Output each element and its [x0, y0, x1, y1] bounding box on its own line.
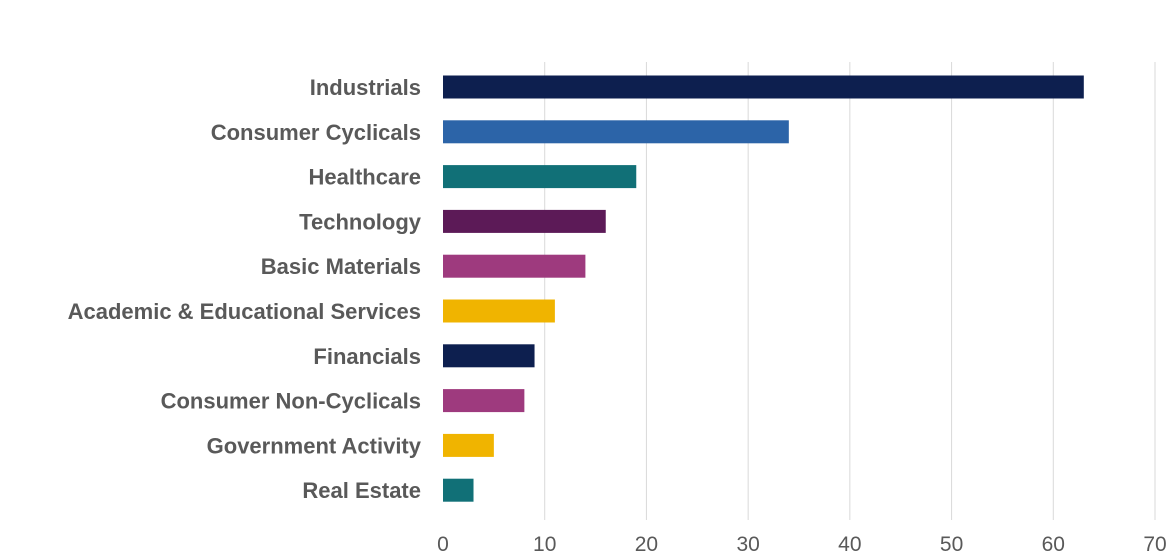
bar: [443, 209, 606, 233]
category-label: Industrials: [310, 75, 421, 100]
category-label: Healthcare: [308, 165, 421, 190]
bars: [443, 75, 1084, 502]
bar: [443, 165, 637, 189]
x-tick-label: 40: [838, 533, 861, 554]
category-labels: Industrials Consumer Cyclicals Healthcare T…: [68, 75, 422, 503]
bar: [443, 389, 525, 413]
bar: [443, 299, 555, 323]
category-label: Consumer Cyclicals: [211, 120, 421, 145]
bar: [443, 433, 494, 457]
bar: [443, 120, 789, 144]
x-axis-tick-labels: 0 10 20 30 40 50 60 70: [437, 533, 1167, 554]
x-tick-label: 50: [940, 533, 963, 554]
x-tick-label: 0: [437, 533, 449, 554]
category-label: Government Activity: [207, 433, 422, 458]
bar: [443, 254, 586, 278]
bar: [443, 344, 535, 368]
category-label: Technology: [299, 209, 422, 234]
category-label: Real Estate: [302, 478, 421, 503]
x-tick-label: 60: [1042, 533, 1065, 554]
category-label: Financials: [313, 344, 421, 369]
category-label: Consumer Non-Cyclicals: [161, 389, 421, 414]
category-label: Academic & Educational Services: [68, 299, 421, 324]
bar: [443, 478, 474, 502]
x-tick-label: 10: [533, 533, 556, 554]
x-tick-label: 30: [736, 533, 759, 554]
bar: [443, 75, 1084, 99]
x-tick-label: 20: [635, 533, 658, 554]
category-label: Basic Materials: [261, 254, 421, 279]
x-tick-label: 70: [1143, 533, 1166, 554]
